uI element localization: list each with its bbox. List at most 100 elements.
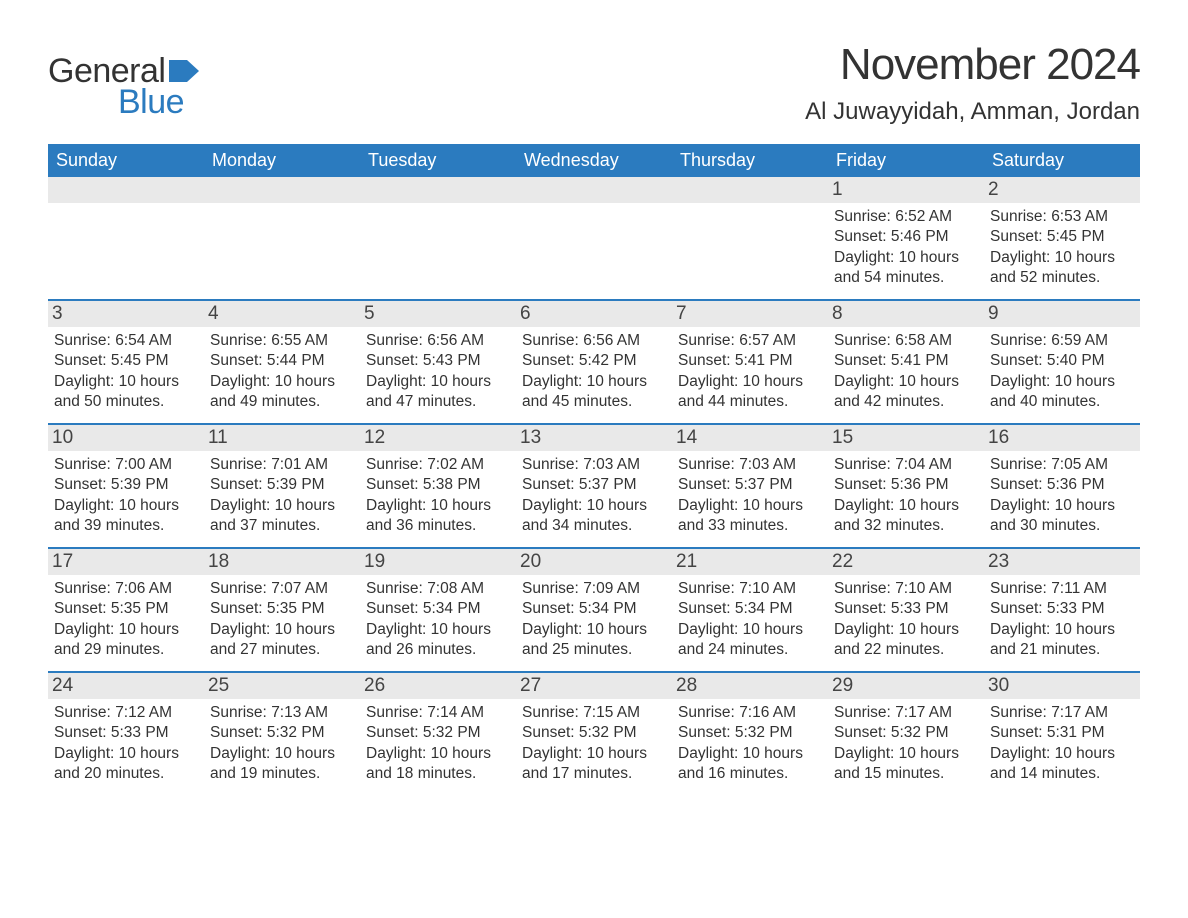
sunset-line: Sunset: 5:42 PM — [522, 351, 666, 371]
sunrise-value: 7:06 AM — [115, 580, 172, 597]
day-cell: 18Sunrise: 7:07 AMSunset: 5:35 PMDayligh… — [204, 549, 360, 671]
sunset-label: Sunset: — [678, 352, 731, 369]
daylight-line: Daylight: 10 hours and 47 minutes. — [366, 372, 510, 413]
day-data: Sunrise: 6:58 AMSunset: 5:41 PMDaylight:… — [834, 331, 978, 413]
sunrise-line: Sunrise: 7:03 AM — [522, 455, 666, 475]
day-cell: 9Sunrise: 6:59 AMSunset: 5:40 PMDaylight… — [984, 301, 1140, 423]
sunrise-label: Sunrise: — [834, 704, 891, 721]
day-data: Sunrise: 7:14 AMSunset: 5:32 PMDaylight:… — [366, 703, 510, 785]
sunrise-line: Sunrise: 6:57 AM — [678, 331, 822, 351]
sunrise-label: Sunrise: — [834, 332, 891, 349]
sunrise-label: Sunrise: — [210, 456, 267, 473]
day-data: Sunrise: 6:55 AMSunset: 5:44 PMDaylight:… — [210, 331, 354, 413]
sunset-label: Sunset: — [210, 476, 263, 493]
sunset-line: Sunset: 5:41 PM — [834, 351, 978, 371]
sunset-label: Sunset: — [678, 600, 731, 617]
day-number: 25 — [204, 673, 360, 699]
sunset-line: Sunset: 5:34 PM — [678, 599, 822, 619]
sunset-label: Sunset: — [678, 476, 731, 493]
day-number: 9 — [984, 301, 1140, 327]
sunrise-line: Sunrise: 6:54 AM — [54, 331, 198, 351]
sunset-label: Sunset: — [990, 352, 1043, 369]
sunset-value: 5:34 PM — [579, 600, 637, 617]
header: General Blue November 2024 Al Juwayyidah… — [48, 40, 1140, 126]
day-cell: 8Sunrise: 6:58 AMSunset: 5:41 PMDaylight… — [828, 301, 984, 423]
sunset-value: 5:35 PM — [267, 600, 325, 617]
daylight-label: Daylight: — [990, 373, 1050, 390]
day-data: Sunrise: 6:56 AMSunset: 5:43 PMDaylight:… — [366, 331, 510, 413]
day-number: 4 — [204, 301, 360, 327]
sunrise-line: Sunrise: 7:03 AM — [678, 455, 822, 475]
sunset-value: 5:34 PM — [735, 600, 793, 617]
sunrise-label: Sunrise: — [54, 332, 111, 349]
sunrise-label: Sunrise: — [54, 704, 111, 721]
sunset-value: 5:39 PM — [111, 476, 169, 493]
daylight-line: Daylight: 10 hours and 16 minutes. — [678, 744, 822, 785]
day-data: Sunrise: 6:54 AMSunset: 5:45 PMDaylight:… — [54, 331, 198, 413]
sunrise-line: Sunrise: 7:01 AM — [210, 455, 354, 475]
sunrise-value: 7:00 AM — [115, 456, 172, 473]
daylight-label: Daylight: — [678, 497, 738, 514]
sunrise-label: Sunrise: — [366, 704, 423, 721]
day-cell: . — [360, 177, 516, 299]
sunset-label: Sunset: — [366, 352, 419, 369]
sunset-line: Sunset: 5:33 PM — [54, 723, 198, 743]
sunrise-value: 6:53 AM — [1051, 208, 1108, 225]
day-cell: . — [516, 177, 672, 299]
sunrise-label: Sunrise: — [990, 704, 1047, 721]
sunset-label: Sunset: — [834, 724, 887, 741]
day-cell: 7Sunrise: 6:57 AMSunset: 5:41 PMDaylight… — [672, 301, 828, 423]
daylight-line: Daylight: 10 hours and 19 minutes. — [210, 744, 354, 785]
sunset-value: 5:45 PM — [1047, 228, 1105, 245]
day-number: 16 — [984, 425, 1140, 451]
sunrise-line: Sunrise: 6:59 AM — [990, 331, 1134, 351]
daylight-line: Daylight: 10 hours and 29 minutes. — [54, 620, 198, 661]
sunset-value: 5:32 PM — [891, 724, 949, 741]
day-cell: 1Sunrise: 6:52 AMSunset: 5:46 PMDaylight… — [828, 177, 984, 299]
day-data: Sunrise: 7:03 AMSunset: 5:37 PMDaylight:… — [522, 455, 666, 537]
daylight-label: Daylight: — [366, 373, 426, 390]
sunrise-value: 7:04 AM — [895, 456, 952, 473]
sunrise-label: Sunrise: — [210, 704, 267, 721]
daylight-line: Daylight: 10 hours and 36 minutes. — [366, 496, 510, 537]
daylight-line: Daylight: 10 hours and 30 minutes. — [990, 496, 1134, 537]
day-number: 30 — [984, 673, 1140, 699]
sunset-label: Sunset: — [990, 228, 1043, 245]
daylight-label: Daylight: — [366, 745, 426, 762]
day-data: Sunrise: 7:07 AMSunset: 5:35 PMDaylight:… — [210, 579, 354, 661]
sunrise-line: Sunrise: 7:09 AM — [522, 579, 666, 599]
sunset-line: Sunset: 5:46 PM — [834, 227, 978, 247]
sunrise-line: Sunrise: 7:08 AM — [366, 579, 510, 599]
sunrise-line: Sunrise: 7:15 AM — [522, 703, 666, 723]
day-cell: 27Sunrise: 7:15 AMSunset: 5:32 PMDayligh… — [516, 673, 672, 795]
sunset-value: 5:41 PM — [735, 352, 793, 369]
sunrise-line: Sunrise: 7:17 AM — [834, 703, 978, 723]
sunset-value: 5:32 PM — [579, 724, 637, 741]
sunrise-value: 6:54 AM — [115, 332, 172, 349]
sunset-value: 5:31 PM — [1047, 724, 1105, 741]
day-data: Sunrise: 7:11 AMSunset: 5:33 PMDaylight:… — [990, 579, 1134, 661]
sunset-label: Sunset: — [522, 352, 575, 369]
day-data: Sunrise: 7:09 AMSunset: 5:34 PMDaylight:… — [522, 579, 666, 661]
sunset-value: 5:36 PM — [1047, 476, 1105, 493]
sunrise-line: Sunrise: 6:52 AM — [834, 207, 978, 227]
sunrise-value: 7:13 AM — [271, 704, 328, 721]
day-cell: 13Sunrise: 7:03 AMSunset: 5:37 PMDayligh… — [516, 425, 672, 547]
daylight-label: Daylight: — [834, 621, 894, 638]
day-data: Sunrise: 7:13 AMSunset: 5:32 PMDaylight:… — [210, 703, 354, 785]
sunrise-label: Sunrise: — [210, 332, 267, 349]
weekday-monday: Monday — [204, 144, 360, 177]
sunrise-line: Sunrise: 7:16 AM — [678, 703, 822, 723]
sunset-line: Sunset: 5:37 PM — [678, 475, 822, 495]
daylight-label: Daylight: — [522, 745, 582, 762]
daylight-label: Daylight: — [678, 745, 738, 762]
daylight-line: Daylight: 10 hours and 44 minutes. — [678, 372, 822, 413]
sunset-label: Sunset: — [522, 476, 575, 493]
day-data: Sunrise: 6:57 AMSunset: 5:41 PM Daylight:… — [678, 331, 822, 413]
sunrise-line: Sunrise: 6:56 AM — [522, 331, 666, 351]
sunset-value: 5:45 PM — [111, 352, 169, 369]
sunset-label: Sunset: — [54, 476, 107, 493]
sunrise-line: Sunrise: 7:14 AM — [366, 703, 510, 723]
day-number: 3 — [48, 301, 204, 327]
sunrise-value: 7:01 AM — [271, 456, 328, 473]
